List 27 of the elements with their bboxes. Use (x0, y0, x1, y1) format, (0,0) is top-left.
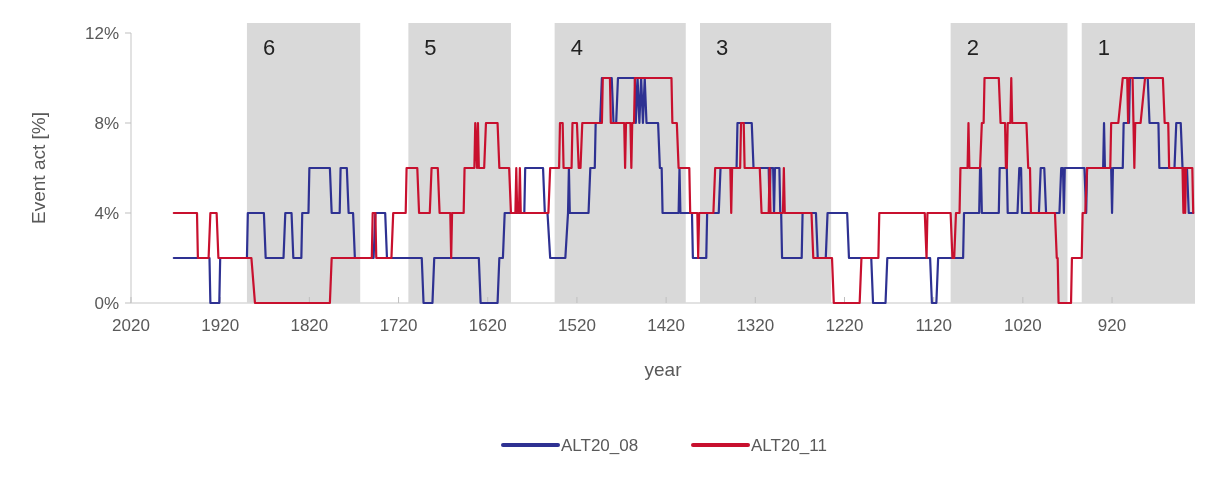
x-tick-label: 1620 (468, 316, 507, 335)
y-tick-label: 12% (84, 24, 119, 43)
legend-label: ALT20_11 (751, 436, 827, 455)
x-tick-label: 1820 (290, 316, 329, 335)
band-label: 1 (1097, 35, 1110, 60)
x-tick-label: 1920 (201, 316, 240, 335)
x-tick-label: 1720 (379, 316, 418, 335)
x-axis-title: year (644, 359, 683, 380)
y-tick-label: 8% (94, 114, 119, 133)
x-tick-label: 1520 (558, 316, 596, 335)
x-tick-label: 1420 (647, 316, 686, 335)
x-tick-label: 920 (1097, 316, 1127, 335)
band-label: 6 (262, 35, 276, 60)
x-tick-label: 1220 (825, 316, 864, 335)
x-tick-label: 1120 (915, 316, 952, 335)
band-label: 3 (716, 35, 729, 60)
band-label: 4 (570, 35, 583, 60)
y-tick-label: 4% (94, 204, 119, 223)
legend-label: ALT20_08 (561, 436, 639, 455)
y-tick-label: 0% (94, 294, 119, 313)
line-series (172, 76, 1195, 305)
band-label: 2 (966, 35, 979, 60)
x-tick-label: 2020 (112, 316, 150, 335)
band-label: 5 (424, 35, 437, 60)
x-tick-label: 1320 (736, 316, 775, 335)
y-axis-title: Event act [%] (28, 112, 49, 224)
x-tick-label: 1020 (1003, 316, 1042, 335)
